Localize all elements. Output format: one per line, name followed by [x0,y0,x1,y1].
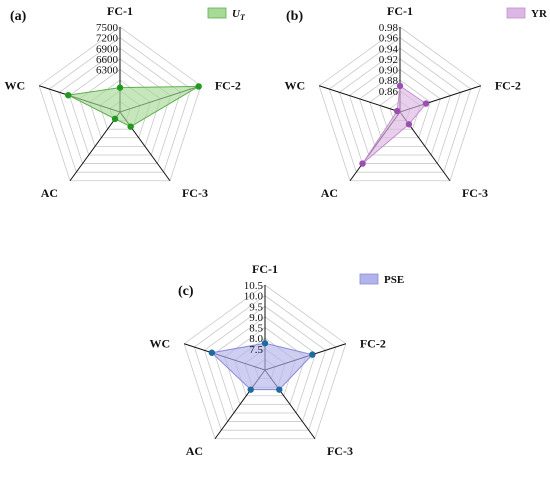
data-point [405,121,413,128]
grid-ring [214,316,316,414]
axis-label-fc-2: FC-2 [495,79,521,93]
radar-panel-3: 7.58.08.59.09.510.010.5 FC-1 FC-2 FC-3 AC WC (… [149,262,404,458]
series-area [210,342,314,391]
series-area [66,85,201,128]
grid-ring [369,79,431,139]
tick-label: 8.0 [249,333,263,345]
legend-label: UT [232,8,246,22]
tick-label: 0.96 [379,33,399,45]
tick-label: 9.0 [249,312,263,324]
axis-label-ac: AC [321,186,338,200]
data-point [65,91,72,99]
axis-label-fc-3: FC-3 [327,444,353,458]
tick-label: 0.92 [379,54,398,66]
axis-label-fc-1: FC-1 [107,4,133,18]
data-point [393,107,401,115]
tick-label: 8.5 [249,323,263,335]
axis-label-fc-3: FC-3 [462,186,488,200]
axis-label-fc-2: FC-2 [360,337,386,351]
legend: UT [207,7,246,22]
axis-label-wc: WC [4,79,25,93]
axis-label-wc: WC [149,337,170,351]
panel-label: (a) [10,9,27,24]
data-point [127,123,134,130]
grid-ring [38,26,202,182]
axis-label-wc: WC [284,79,305,93]
grid-ring [58,47,182,164]
panel-label: (b) [286,9,303,24]
data-point [116,84,124,91]
axis-label-ac: AC [41,186,58,200]
legend-swatch [359,273,379,285]
legend-swatch [506,7,526,19]
data-point [276,386,283,393]
data-point [195,83,202,90]
axis-label-fc-2: FC-2 [215,79,241,93]
grid-ring [48,37,192,173]
data-point [111,115,119,123]
grid-ring [193,295,337,431]
tick-label: 0.88 [379,75,399,87]
axis-label-fc-1: FC-1 [387,4,413,18]
grid-ring [183,284,347,440]
grid-ring [318,26,482,182]
tick-label: 0.86 [379,86,399,98]
axis-label-fc-1: FC-1 [252,262,278,276]
grid-ring [203,305,327,422]
data-point [359,160,366,167]
panel-label: (c) [178,284,194,299]
data-point [422,100,430,107]
legend-label: YR [531,8,548,20]
data-point [261,340,269,347]
tick-label: 6300 [96,65,119,77]
tick-label: 9.5 [249,301,263,313]
tick-label: 6900 [96,43,119,55]
axis-spoke [319,85,401,113]
axis-label-ac: AC [186,444,203,458]
data-point [247,386,254,393]
grid-ring [338,47,462,164]
legend: PSE [359,273,404,286]
tick-label: 0.90 [379,65,399,77]
axis-label-fc-3: FC-3 [182,186,208,200]
tick-label: 0.98 [379,22,399,34]
tick-label: 7500 [96,22,119,34]
tick-label: 0.94 [379,43,399,55]
tick-label: 7.5 [249,344,263,356]
tick-label: 6600 [96,54,119,66]
series-area [362,85,427,164]
legend-swatch [207,7,227,19]
grid-ring [359,69,441,147]
grid-ring [328,37,472,173]
radar-panel-2: 0.860.880.900.920.940.960.98 FC-1 FC-2 FC-3… [284,4,547,200]
grid-ring [349,58,451,156]
data-point [396,82,404,90]
legend: YR [506,7,548,20]
tick-label: 10.0 [244,291,264,303]
tick-label: 7200 [96,33,119,45]
data-point [208,349,216,356]
axis-spoke [69,111,121,182]
tick-label: 10.5 [244,280,264,292]
legend-label: PSE [384,274,404,286]
data-point [309,351,316,358]
